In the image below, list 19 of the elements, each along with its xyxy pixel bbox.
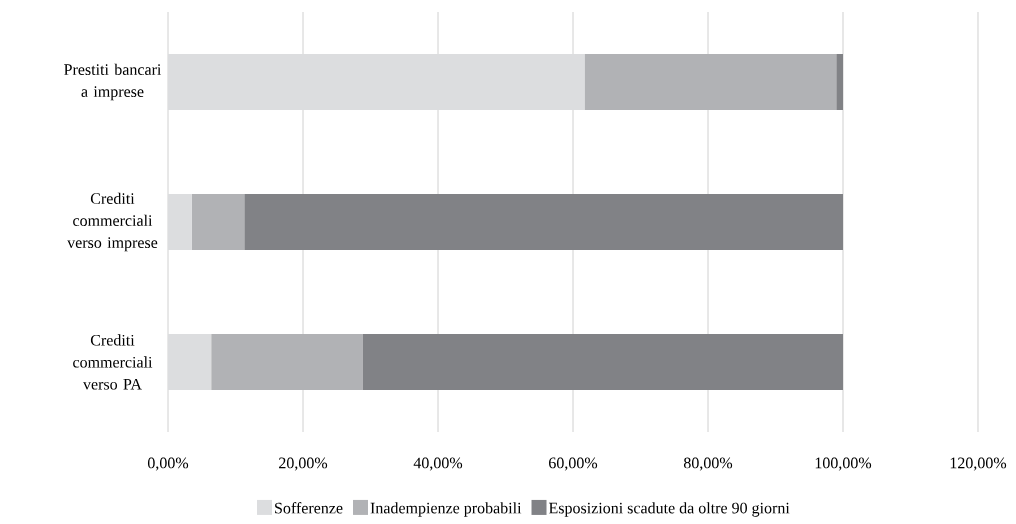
legend-label: Sofferenze: [275, 502, 343, 514]
bar: [191, 194, 245, 250]
bar: [584, 54, 837, 110]
bar: [211, 333, 363, 390]
x-tick-label: 40,00%: [413, 457, 463, 471]
y-tick-label: Crediti commerciali verso PA: [73, 334, 153, 390]
x-tick-label: 0,00%: [147, 457, 189, 471]
x-tick-label: 20,00%: [279, 457, 328, 471]
x-tick-label: 100,00%: [815, 457, 872, 471]
x-tick-label: 80,00%: [683, 457, 733, 471]
legend-label: Inadempienze probabili: [370, 502, 522, 517]
bar: [244, 194, 843, 250]
x-tick-label: 120,00%: [950, 457, 1007, 471]
bar: [836, 54, 843, 110]
bar: [362, 333, 843, 390]
legend-label: Esposizioni scadute da oltre 90 giorni: [548, 502, 790, 517]
y-tick-label: Crediti commerciali verso imprese: [67, 192, 158, 252]
y-tick-label: Prestiti bancari a imprese: [64, 63, 162, 101]
x-tick-label: 60,00%: [549, 457, 598, 471]
